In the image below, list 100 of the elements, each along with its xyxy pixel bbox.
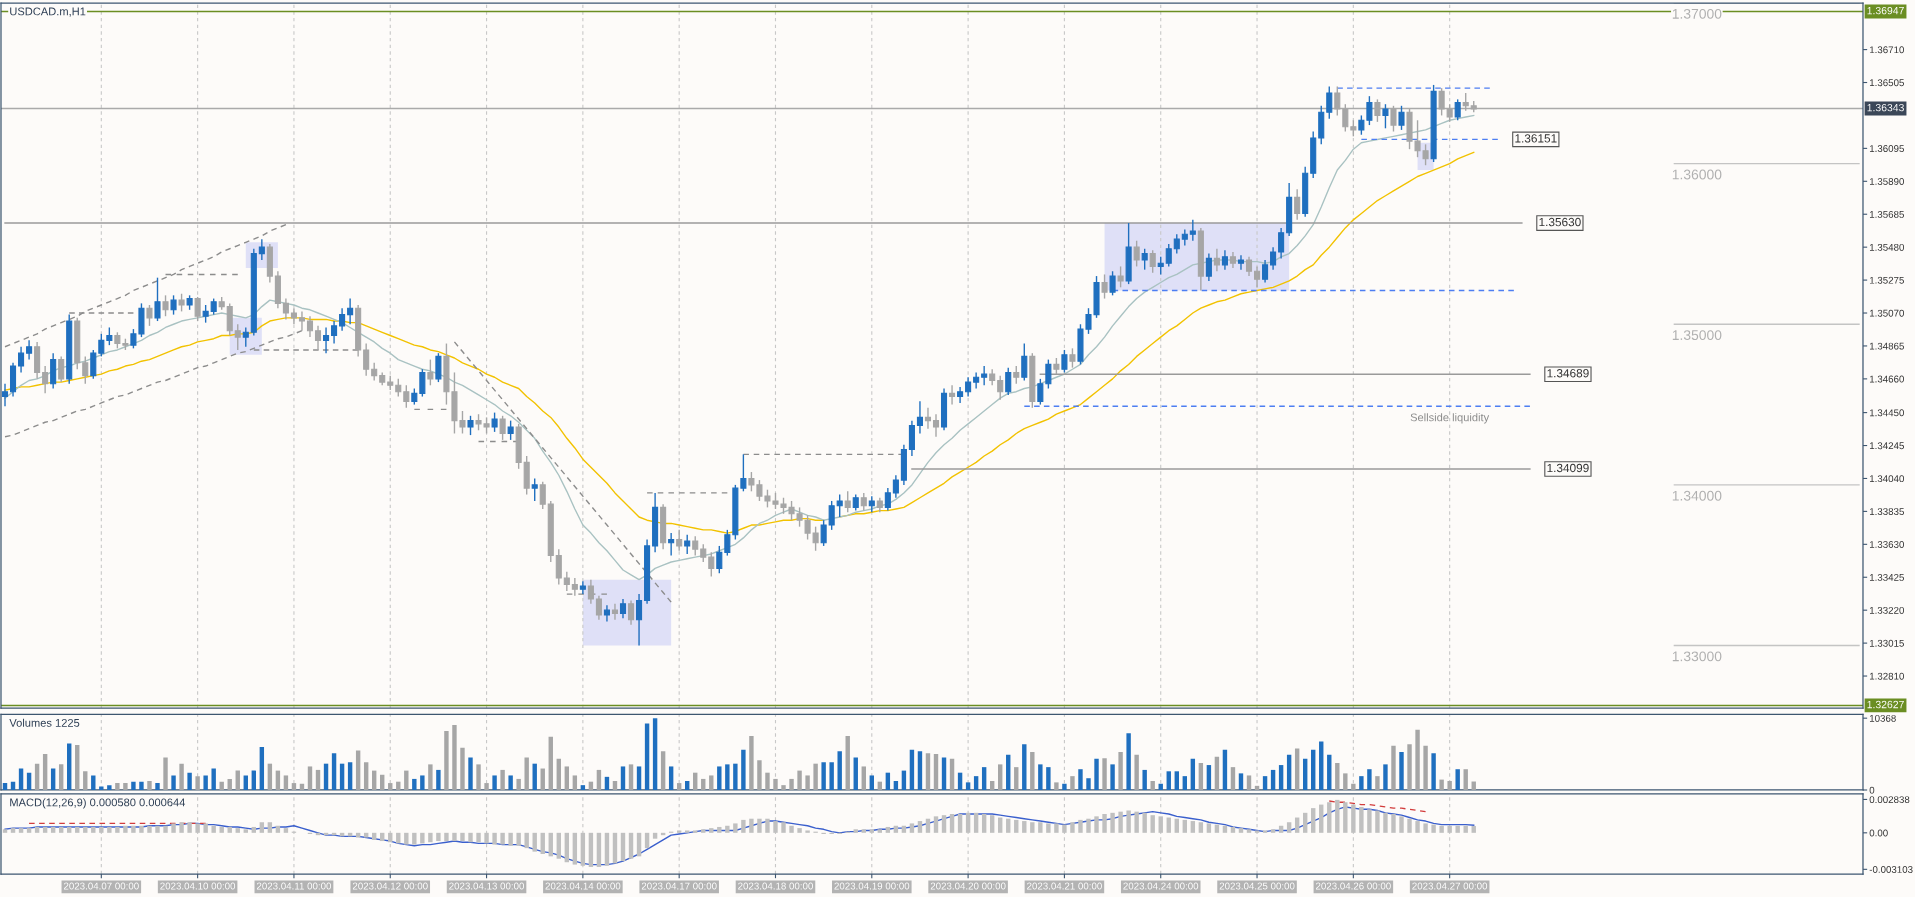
ref-line-label: 1.36343: [1867, 103, 1904, 112]
bar: [765, 818, 770, 833]
bar: [75, 826, 80, 833]
bar: [460, 832, 465, 842]
bar: [508, 775, 513, 790]
bar: [1431, 824, 1436, 833]
bar: [693, 830, 698, 833]
candlestick: [1253, 265, 1261, 289]
bar: [468, 832, 473, 843]
bar: [813, 763, 818, 790]
bar: [1086, 778, 1091, 790]
bar: [532, 832, 537, 852]
candlestick: [1294, 188, 1301, 221]
bar: [34, 763, 40, 790]
y-tick-label: 0: [1869, 786, 1875, 794]
candlestick: [627, 599, 635, 626]
bar: [1399, 816, 1404, 833]
candlestick: [1021, 342, 1028, 382]
bar: [773, 778, 778, 790]
bar: [917, 821, 923, 833]
bar: [42, 826, 48, 833]
candlestick: [1262, 259, 1269, 284]
bar: [652, 832, 658, 839]
bar: [957, 814, 963, 833]
bar: [42, 753, 48, 790]
bar: [1367, 809, 1372, 833]
bar: [805, 830, 810, 833]
bar: [468, 757, 473, 790]
chart-title: Volumes 1225: [9, 718, 80, 727]
y-tick-label: 1.33835: [1869, 508, 1904, 516]
bar: [1375, 810, 1380, 833]
bar: [452, 832, 457, 842]
x-tick-label: 2023.04.24 00:00: [1123, 882, 1199, 890]
bar: [925, 753, 931, 790]
bar: [452, 724, 457, 790]
x-tick-label: 2023.04.19 00:00: [834, 882, 910, 890]
bar: [1174, 818, 1179, 833]
y-tick-label: 1.34865: [1869, 342, 1904, 350]
candlestick: [427, 358, 434, 386]
bar: [685, 830, 690, 833]
series-label: 1.35630: [1539, 217, 1581, 227]
bar: [620, 832, 626, 862]
bar: [460, 747, 465, 790]
bar: [267, 763, 273, 790]
bar: [1110, 812, 1115, 833]
bar: [1391, 745, 1396, 790]
bar: [58, 764, 64, 790]
bar: [709, 775, 714, 790]
bar: [909, 749, 915, 790]
candlestick: [1398, 105, 1405, 131]
candlestick: [997, 374, 1004, 401]
bar: [371, 832, 377, 840]
candlestick: [973, 371, 980, 390]
chart-title: USDCAD.m,H1: [10, 7, 86, 17]
bar: [83, 826, 88, 833]
bar: [1038, 764, 1043, 790]
bar: [18, 828, 24, 833]
bar: [1134, 811, 1139, 833]
bar: [1423, 823, 1428, 833]
bar: [1238, 828, 1244, 833]
bar: [781, 822, 786, 833]
bar: [1463, 825, 1468, 833]
bar: [283, 775, 289, 790]
series-label: 1.34000: [1672, 490, 1722, 501]
bar: [203, 823, 208, 833]
bar: [444, 832, 449, 842]
bar: [636, 766, 642, 790]
bar: [67, 826, 72, 833]
bar: [75, 744, 80, 790]
bar: [1383, 812, 1388, 833]
bar: [363, 762, 369, 790]
bar: [1278, 765, 1284, 790]
bar: [781, 785, 786, 790]
bar: [1319, 804, 1324, 833]
bar: [1375, 776, 1380, 790]
bar: [1118, 811, 1123, 833]
bar: [115, 826, 120, 833]
bar: [1439, 825, 1444, 833]
bar: [476, 764, 481, 790]
bar: [211, 825, 216, 833]
candlestick: [611, 603, 619, 621]
y-tick-label: 1.33425: [1869, 573, 1904, 581]
bar: [420, 832, 425, 844]
x-tick-label: 2023.04.13 00:00: [449, 882, 525, 890]
x-tick-label: 2023.04.26 00:00: [1316, 882, 1391, 890]
bar: [91, 775, 96, 790]
y-tick-label: 1.33015: [1869, 639, 1904, 647]
bar: [91, 826, 96, 833]
candlestick: [957, 386, 964, 404]
bar: [1078, 819, 1083, 833]
bar: [765, 772, 770, 790]
candlestick: [1221, 249, 1228, 271]
bar: [861, 766, 866, 790]
bar: [564, 766, 570, 790]
y-tick-label: 1.32810: [1869, 672, 1904, 680]
bar: [949, 814, 955, 833]
candlestick: [916, 400, 923, 435]
bar: [404, 770, 409, 790]
bar: [652, 718, 658, 790]
bar: [548, 736, 553, 790]
